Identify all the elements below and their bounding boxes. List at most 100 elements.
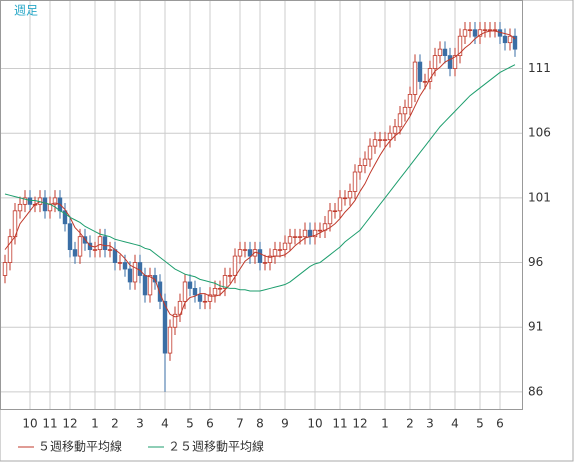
candle-body	[352, 171, 358, 192]
candle-body	[192, 288, 198, 296]
candle-body	[157, 281, 163, 302]
candle-body	[137, 262, 143, 276]
plot	[2, 21, 518, 392]
candle-body	[507, 35, 513, 44]
candle-body	[492, 29, 498, 31]
y-tick-label: 86	[528, 384, 543, 398]
candle-body	[247, 249, 253, 257]
candle-body	[472, 29, 478, 37]
candle-body	[7, 236, 13, 263]
candle-body	[107, 249, 113, 251]
candle-body	[457, 35, 463, 57]
candle-body	[297, 236, 303, 238]
candle-body	[337, 197, 343, 212]
y-tick-label: 91	[528, 320, 543, 334]
candle-body	[97, 236, 103, 251]
candle-body	[307, 229, 313, 238]
candle-body	[412, 61, 418, 95]
candle-body	[502, 35, 508, 44]
candle-body	[342, 197, 348, 200]
candle-body	[262, 262, 268, 264]
candle-body	[447, 55, 453, 69]
candle-body	[22, 197, 28, 205]
candle-body	[67, 223, 73, 251]
candle-body	[17, 203, 23, 212]
candle-body	[242, 249, 248, 251]
x-tick-label: 10	[22, 417, 37, 431]
x-tick-label: 8	[256, 417, 264, 431]
candle-body	[312, 229, 318, 238]
plot-border	[0, 0, 523, 410]
x-tick-label: 11	[332, 417, 347, 431]
candle-body	[372, 139, 378, 147]
x-tick-label: 1	[381, 417, 389, 431]
candle-body	[127, 268, 133, 283]
candle-body	[452, 55, 458, 69]
candle-body	[187, 281, 193, 289]
candle-body	[142, 275, 148, 296]
x-tick-label: 11	[42, 417, 57, 431]
y-tick-label: 101	[528, 190, 551, 204]
candle-body	[197, 294, 203, 302]
candle-body	[77, 236, 83, 257]
x-tick-label: 2	[406, 417, 414, 431]
candle-body	[112, 249, 118, 263]
candle-body	[222, 275, 228, 289]
y-tick-label: 111	[528, 61, 551, 75]
x-tick-label: 7	[236, 417, 244, 431]
legend-label: ２５週移動平均線	[168, 439, 264, 454]
candle-body	[407, 94, 413, 108]
candle-body	[267, 255, 273, 263]
candle-body	[212, 288, 218, 296]
candle-body	[72, 249, 78, 257]
candle-body	[92, 249, 98, 251]
candle-body	[392, 126, 398, 134]
chart-title: 週足	[14, 4, 38, 18]
x-tick-label: 5	[476, 417, 484, 431]
x-tick-label: 3	[426, 417, 434, 431]
y-tick-label: 106	[528, 126, 551, 140]
ma-line	[4, 30, 516, 318]
x-tick-label: 12	[62, 417, 77, 431]
candle-body	[122, 262, 128, 270]
x-tick-label: 4	[451, 417, 459, 431]
candle-body	[417, 61, 423, 82]
candle-body	[377, 139, 383, 141]
candle-body	[102, 236, 108, 251]
candle-body	[217, 288, 223, 290]
candle-body	[302, 229, 308, 238]
candle-body	[27, 197, 33, 205]
candle-body	[357, 165, 363, 173]
x-tick-label: 10	[307, 417, 322, 431]
candle-body	[237, 249, 243, 257]
candle-body	[227, 275, 233, 277]
candle-body	[362, 158, 368, 166]
candle-body	[62, 210, 68, 225]
x-tick-label: 5	[186, 417, 194, 431]
x-tick-label: 3	[136, 417, 144, 431]
candle-body	[317, 229, 323, 232]
candle-body	[257, 249, 263, 263]
candle-body	[397, 113, 403, 128]
candle-body	[272, 249, 278, 257]
candle-body	[287, 236, 293, 244]
candle-body	[327, 210, 333, 225]
candle-body	[462, 29, 468, 37]
candle-body	[382, 139, 388, 141]
candle-body	[437, 48, 443, 57]
candle-body	[182, 281, 188, 302]
candle-body	[487, 29, 493, 31]
ma-line	[4, 64, 516, 292]
candle-body	[282, 242, 288, 251]
candle-body	[332, 210, 338, 213]
x-tick-label: 12	[352, 417, 367, 431]
candle-body	[512, 35, 518, 50]
candle-body	[202, 300, 208, 303]
candle-body	[232, 255, 238, 276]
candle-body	[292, 236, 298, 238]
x-tick-label: 6	[206, 417, 214, 431]
candle-body	[117, 262, 123, 264]
legend-label: ５週移動平均線	[38, 439, 122, 454]
candle-body	[207, 294, 213, 302]
x-tick-label: 4	[161, 417, 169, 431]
